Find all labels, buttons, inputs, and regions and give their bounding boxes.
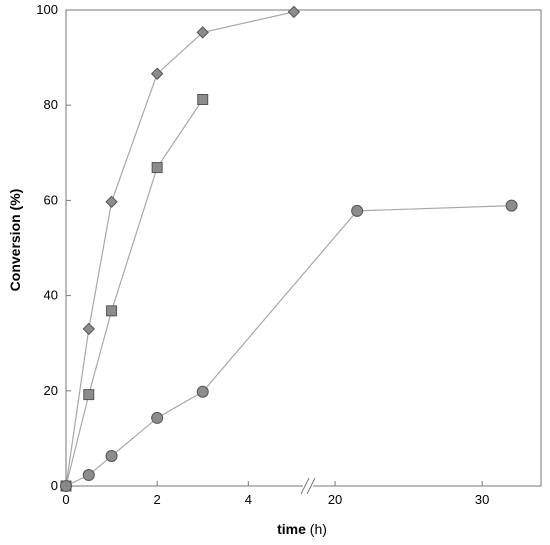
series-markers	[59, 5, 518, 493]
y-tick-label: 20	[44, 383, 58, 398]
x-tick-label: 0	[62, 492, 69, 507]
x-tick-label: 20	[328, 492, 342, 507]
y-tick-label: 0	[51, 478, 58, 493]
x-axis-label-unit: (h)	[306, 521, 327, 537]
data-point-square	[151, 162, 163, 174]
data-point-diamond	[287, 5, 301, 19]
axes: 0 20 40 60 80 100 0 2 4 20 30	[36, 2, 489, 507]
plot-frame	[65, 9, 542, 487]
data-point-circle	[105, 450, 118, 463]
series-line-circle	[65, 205, 512, 487]
axis-break-gap	[303, 478, 313, 494]
data-point-circle	[196, 385, 209, 398]
axis-break-mark	[306, 477, 316, 495]
data-point-square	[197, 93, 209, 105]
x-tick-label: 4	[245, 492, 252, 507]
data-point-square	[83, 389, 95, 401]
data-point-circle	[151, 411, 164, 424]
series-lines	[65, 11, 512, 487]
axis-break-mark	[300, 477, 310, 495]
y-tick-label: 60	[44, 192, 58, 207]
data-point-circle	[505, 199, 518, 212]
y-axis-label: Conversion (%)	[7, 189, 23, 292]
series-line-diamond	[65, 11, 295, 487]
y-tick-label: 40	[44, 288, 58, 303]
series-line-square	[65, 99, 204, 487]
data-point-square	[106, 305, 118, 317]
data-point-diamond	[150, 67, 164, 80]
y-tick-label: 100	[36, 2, 58, 17]
data-point-circle	[351, 204, 364, 217]
x-axis-label: time (h)	[277, 521, 327, 537]
y-tick-label: 80	[44, 97, 58, 112]
x-tick-label: 2	[154, 492, 161, 507]
data-point-diamond	[82, 322, 95, 336]
x-tick-label: 30	[475, 492, 489, 507]
data-point-circle	[82, 469, 95, 482]
data-point-diamond	[196, 26, 209, 39]
data-point-diamond	[105, 195, 118, 209]
x-axis-label-name: time	[277, 521, 306, 537]
